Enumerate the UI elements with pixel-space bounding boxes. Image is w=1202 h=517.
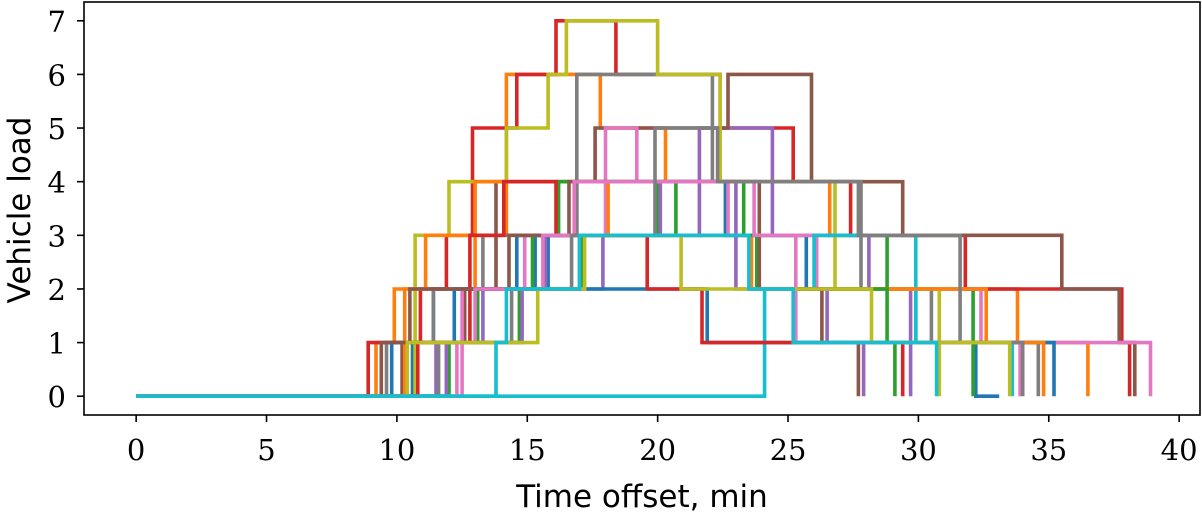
y-tick-label: 6 bbox=[48, 58, 66, 92]
series-layer bbox=[136, 19, 1153, 398]
x-tick-label: 35 bbox=[1030, 433, 1067, 467]
y-tick-label: 3 bbox=[48, 219, 66, 253]
x-tick-label: 5 bbox=[257, 433, 275, 467]
x-tick-label: 40 bbox=[1161, 433, 1198, 467]
x-tick-label: 15 bbox=[509, 433, 546, 467]
series-line-10 bbox=[136, 233, 1015, 398]
plot-frame bbox=[83, 1, 1201, 416]
y-tick-label: 1 bbox=[48, 327, 66, 361]
y-axis-ticks: 0 1 2 3 4 5 6 7 bbox=[48, 5, 84, 414]
x-axis-ticks: 0 5 10 15 20 25 30 35 40 bbox=[127, 415, 1198, 467]
series-line-16 bbox=[136, 179, 861, 398]
x-tick-label: 25 bbox=[770, 433, 807, 467]
series-line-7 bbox=[136, 126, 1153, 398]
y-tick-label: 4 bbox=[48, 166, 66, 200]
y-tick-label: 0 bbox=[48, 380, 66, 414]
y-tick-label: 2 bbox=[48, 273, 66, 307]
x-tick-label: 0 bbox=[127, 433, 145, 467]
y-tick-label: 7 bbox=[48, 5, 66, 39]
x-tick-label: 10 bbox=[378, 433, 415, 467]
x-axis-label: Time offset, min bbox=[515, 479, 768, 515]
y-axis-label: Vehicle load bbox=[2, 117, 38, 304]
series-line-20 bbox=[136, 233, 939, 398]
x-tick-label: 20 bbox=[639, 433, 676, 467]
x-tick-label: 30 bbox=[900, 433, 937, 467]
y-tick-label: 5 bbox=[48, 112, 66, 146]
series-line-6 bbox=[136, 72, 1137, 398]
